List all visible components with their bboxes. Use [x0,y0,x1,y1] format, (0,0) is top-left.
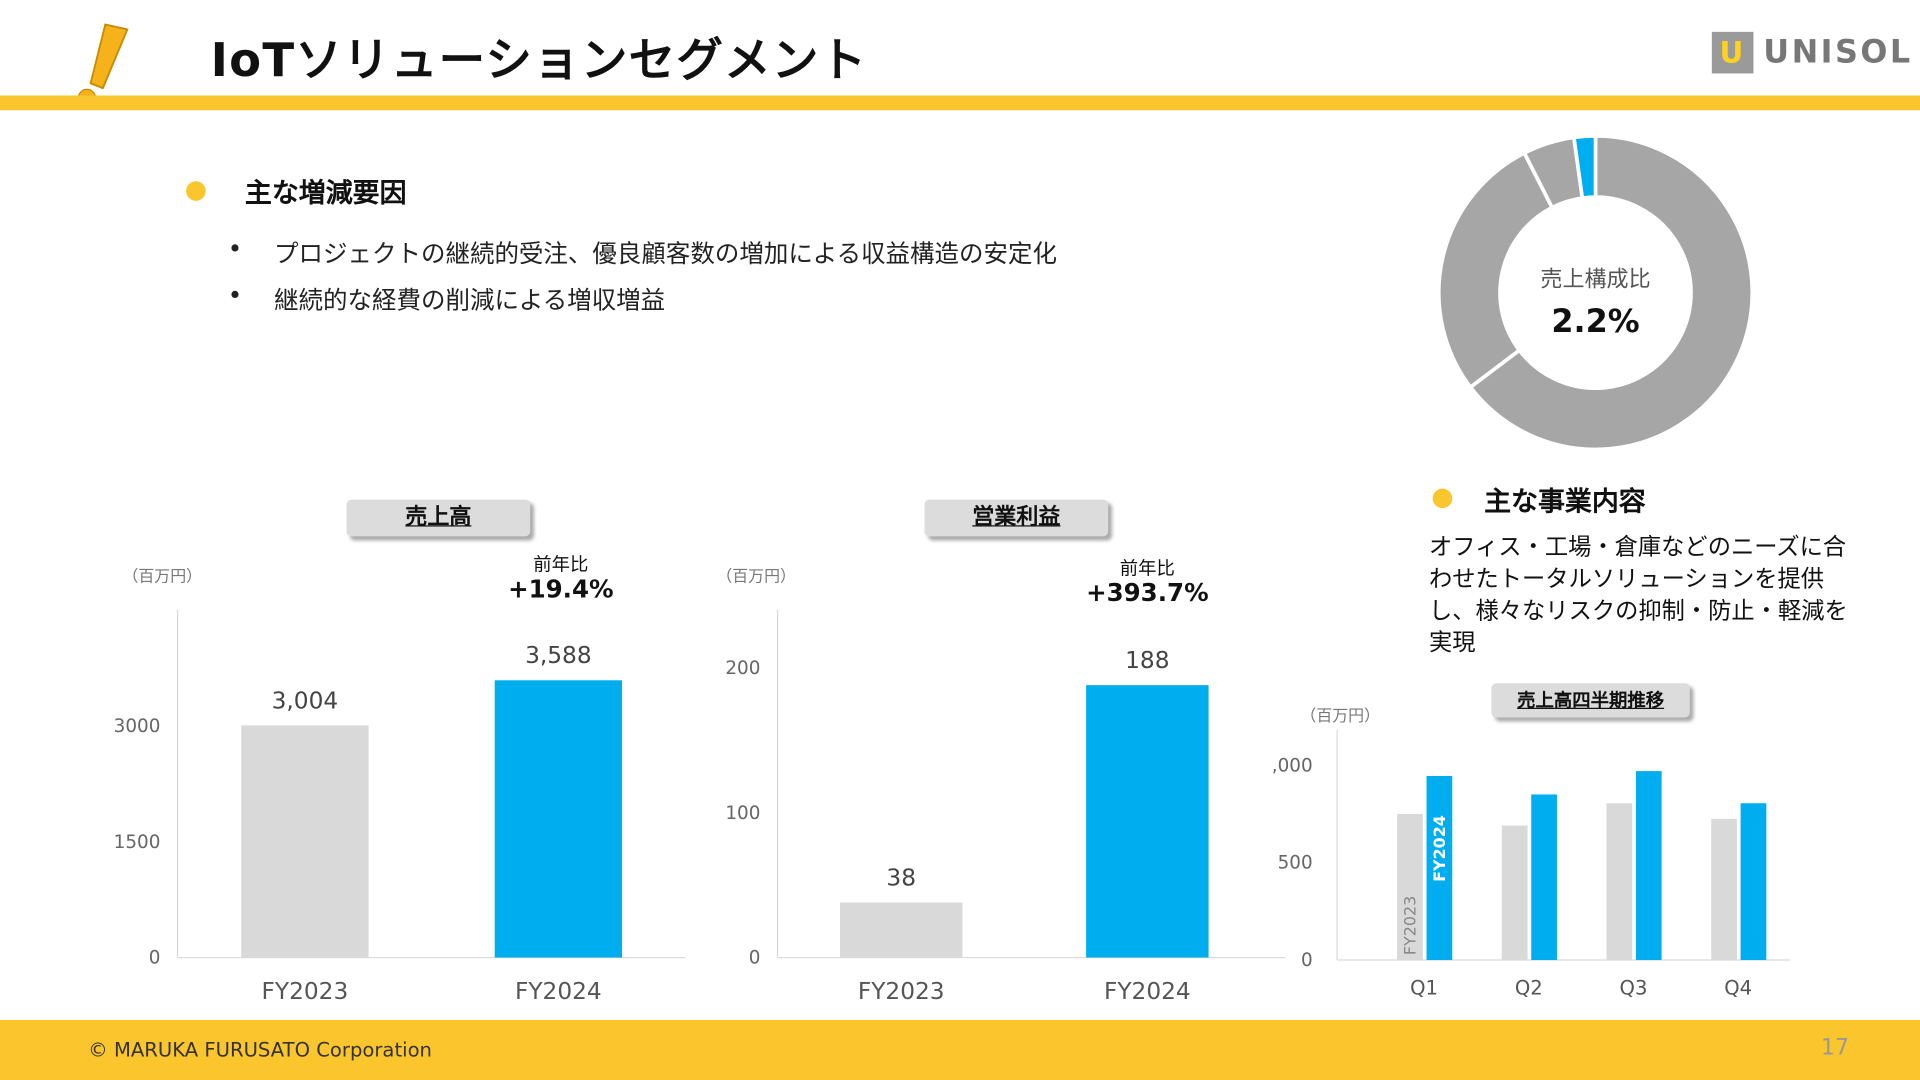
y-tick-label: 500 [1278,853,1313,874]
y-tick-label: 0 [749,948,761,969]
profit-chart-title: 営業利益 [924,499,1109,537]
y-tick-label: 1500 [114,832,161,853]
bar-FY2024 [1086,685,1209,958]
y-tick-label: 3000 [114,716,161,737]
bar-FY2023-Q4 [1711,818,1737,961]
unit-label: （百万円） [1300,707,1381,727]
data-label: 188 [1125,647,1169,674]
factor-text: 継続的な経費の削減による増収増益 [274,285,666,315]
business-description: オフィス・工場・倉庫などのニーズに合 わせたトータルソリューションを提供 し、様… [1429,531,1848,658]
bar-FY2023-Q2 [1501,825,1528,961]
sales-chart: 0 1500 3000 3,004 FY2023 3,588 FY2024 [114,609,686,1005]
bar-FY2024-Q3 [1635,771,1662,961]
data-label: 3,588 [525,642,592,669]
factor-text: プロジェクトの継続的受注、優良顧客数の増加による収益構造の安定化 [274,238,1057,269]
bar-FY2024-Q1 [1426,775,1453,961]
donut-value: 2.2% [1551,303,1640,341]
page-number: 17 [1820,1034,1849,1061]
copyright: © MARUKA FURUSATO Corporation [88,1038,432,1062]
y-tick-label: 200 [725,658,760,679]
donut-slice [1436,150,1555,390]
series-label: FY2024 [1430,815,1449,882]
logo-text: UNISOL [1763,34,1913,72]
x-tick-label: FY2024 [515,978,602,1005]
factor-item: • プロジェクトの継続的受注、優良顧客数の増加による収益構造の安定化 [227,233,1057,269]
bar-FY2023-Q1 [1397,813,1423,961]
page-title: IoTソリューションセグメント [210,33,868,87]
x-tick-label: Q1 [1410,976,1438,999]
x-tick-label: Q3 [1620,976,1648,999]
y-tick-label: 0 [149,948,161,969]
quarterly-chart: 0 500 1,000 FY2023 FY2024 Q1 Q2 Q3 Q4 [1273,729,1791,999]
logo-mark: U [1711,31,1754,74]
donut-label: 売上構成比 [1540,266,1651,293]
y-tick-label: 100 [725,803,760,824]
x-tick-label: Q2 [1515,976,1543,999]
yoy-label: 前年比 [1119,557,1175,580]
bullet-dot [1432,488,1453,509]
bar-FY2024 [494,680,623,958]
data-label: 3,004 [272,687,339,714]
donut-slice [1571,134,1598,201]
unit-label: （百万円） [122,568,203,587]
sales-share-donut [1436,134,1755,452]
bar-FY2024-Q4 [1740,803,1767,961]
yoy-label: 前年比 [533,553,589,576]
footer-bar [0,1020,1920,1080]
x-tick-label: Q4 [1724,976,1752,999]
bar-FY2024-Q2 [1531,794,1557,961]
sales-chart-title: 売上高 [346,499,531,537]
bullet-dot [186,181,206,201]
business-heading: 主な事業内容 [1484,487,1646,518]
factor-item: • 継続的な経費の削減による増収増益 [227,280,666,315]
y-tick-label: 0 [1301,950,1313,971]
x-tick-label: FY2023 [858,978,945,1005]
bar-FY2023-Q3 [1606,803,1633,961]
factors-heading: 主な増減要因 [244,178,407,210]
series-label: FY2023 [1401,896,1420,955]
x-tick-label: FY2024 [1104,978,1191,1005]
business-line: オフィス・工場・倉庫などのニーズに合 [1428,533,1847,561]
profit-chart: 0 100 200 38 FY2023 188 FY2024 [725,609,1286,1005]
business-line: 実現 [1428,629,1476,657]
header-bar [0,95,1920,111]
bar-FY2023 [241,725,369,958]
y-tick-label: 1,000 [1273,755,1312,776]
logo: U UNISOL [1711,31,1913,74]
business-line: し、様々なリスクの抑制・防止・軽減を [1428,597,1848,625]
yoy-value: +19.4% [508,574,614,604]
quarterly-chart-title: 売上高四半期推移 [1491,683,1690,718]
bar-FY2023 [840,902,963,958]
unit-label: （百万円） [716,568,796,587]
donut-slice [1467,134,1755,452]
data-label: 38 [886,864,916,891]
business-line: わせたトータルソリューションを提供 [1428,565,1825,593]
yoy-value: +393.7% [1086,577,1209,608]
x-tick-label: FY2023 [262,978,349,1005]
